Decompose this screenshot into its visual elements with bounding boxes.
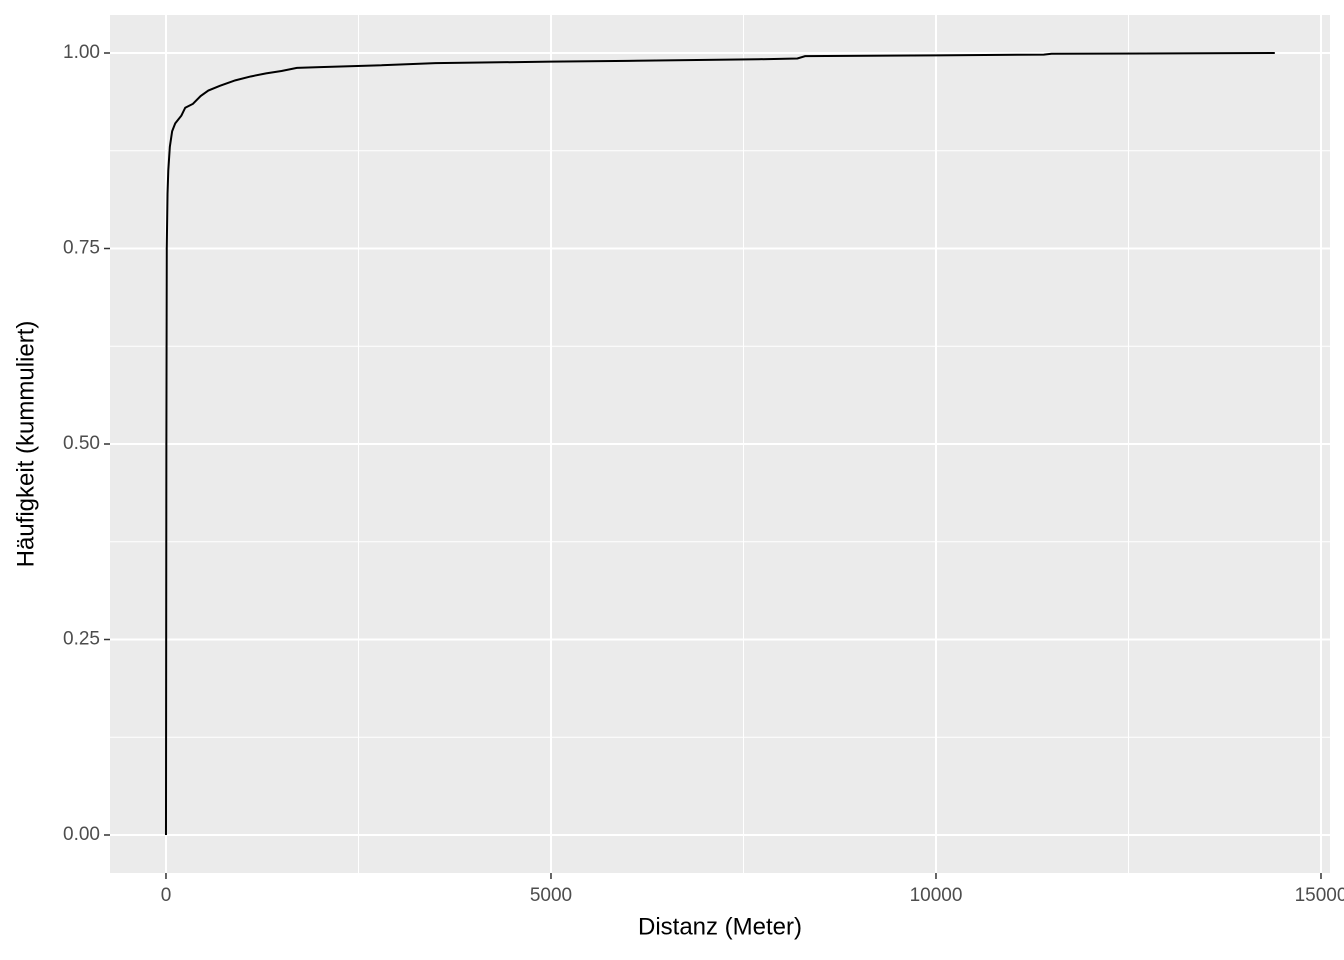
x-axis-title: Distanz (Meter) (638, 913, 802, 940)
y-tick-label: 0.25 (63, 629, 100, 650)
y-tick-label: 1.00 (63, 42, 100, 63)
ecdf-line (164, 52, 1275, 836)
x-tick-label: 15000 (1295, 885, 1344, 906)
x-tick-label: 10000 (910, 885, 963, 906)
y-tick-label: 0.00 (63, 824, 100, 845)
x-tick-label: 5000 (530, 885, 572, 906)
y-tick-label: 0.75 (63, 238, 100, 259)
y-tick-label: 0.50 (63, 433, 100, 454)
x-tick-label: 0 (161, 885, 172, 906)
y-axis-title: Häufigkeit (kummuliert) (12, 321, 39, 568)
